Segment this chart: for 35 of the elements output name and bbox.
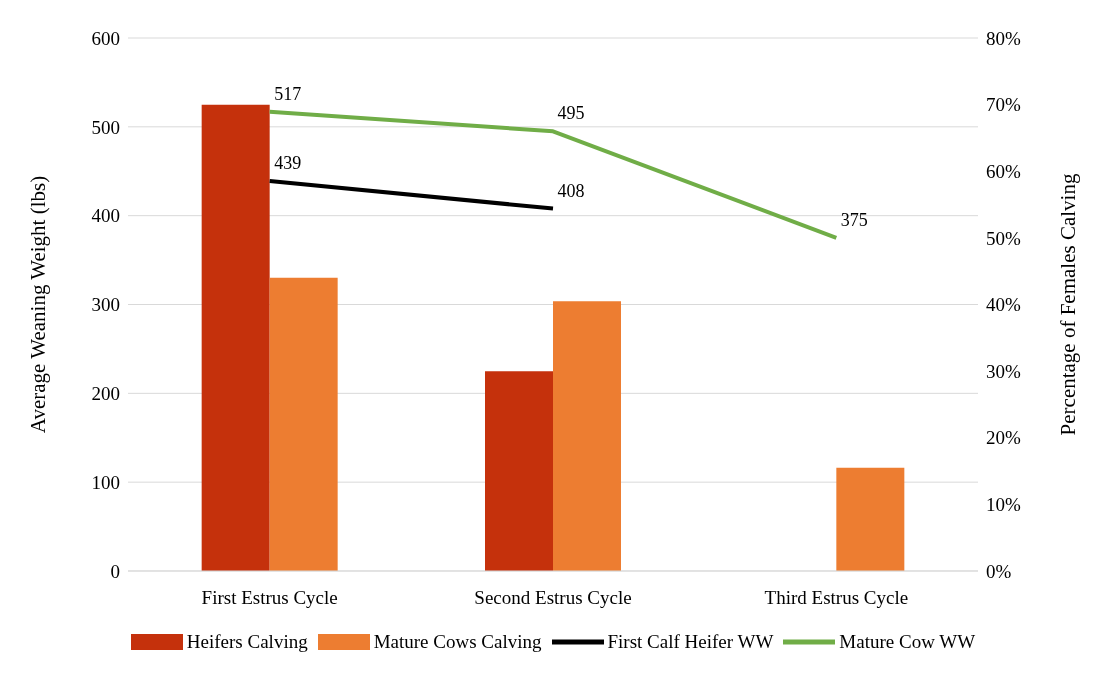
data-label: 375 — [840, 209, 868, 230]
y-axis-title: Average Weaning Weight (lbs) — [26, 175, 51, 434]
y-tick-label: 500 — [91, 116, 120, 138]
y2-tick-label: 30% — [986, 360, 1021, 382]
bar — [553, 301, 621, 571]
y2-tick-label: 70% — [986, 94, 1021, 116]
legend-label: Mature Cows Calving — [372, 631, 542, 653]
y2-tick-label: 80% — [986, 27, 1021, 49]
y2-axis-title: Percentage of Females Calving — [1056, 173, 1081, 436]
y2-tick-label: 0% — [986, 560, 1012, 582]
y2-tick-label: 40% — [986, 294, 1021, 316]
x-tick-label: Third Estrus Cycle — [764, 587, 909, 609]
x-tick-label: First Estrus Cycle — [201, 587, 338, 609]
x-tick-label: Second Estrus Cycle — [474, 587, 632, 609]
y-tick-label: 0 — [110, 560, 120, 582]
y2-tick-label: 10% — [986, 494, 1021, 516]
bar — [485, 371, 553, 571]
y2-tick-label: 50% — [986, 227, 1021, 249]
legend-label: Mature Cow WW — [838, 631, 976, 653]
data-label: 408 — [557, 180, 585, 201]
y2-tick-label: 20% — [986, 427, 1021, 449]
bar — [201, 104, 270, 571]
y-tick-label: 100 — [91, 471, 120, 493]
data-label: 495 — [557, 103, 585, 124]
legend-label: Heifers Calving — [185, 631, 308, 653]
bar — [836, 467, 905, 571]
y-tick-label: 400 — [91, 205, 120, 227]
y-tick-label: 200 — [91, 383, 120, 405]
y2-tick-label: 60% — [986, 160, 1021, 182]
bar — [269, 277, 338, 571]
y-tick-label: 300 — [91, 294, 120, 316]
legend-label: First Calf Heifer WW — [606, 631, 774, 653]
data-label: 517 — [274, 83, 302, 104]
y-tick-label: 600 — [91, 27, 120, 49]
data-label: 439 — [274, 153, 302, 174]
